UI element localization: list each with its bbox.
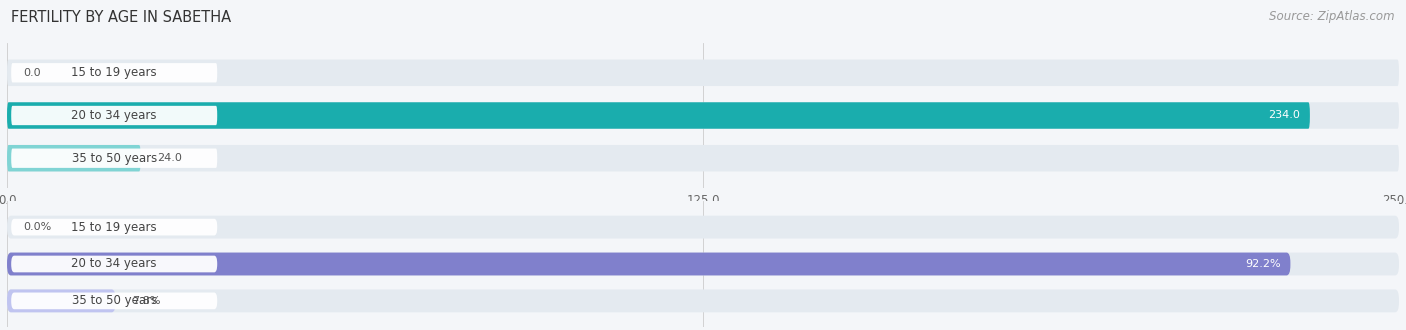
FancyBboxPatch shape: [7, 145, 141, 172]
FancyBboxPatch shape: [11, 63, 217, 82]
FancyBboxPatch shape: [7, 216, 1399, 239]
FancyBboxPatch shape: [11, 256, 217, 272]
Text: 20 to 34 years: 20 to 34 years: [72, 257, 157, 271]
Text: 35 to 50 years: 35 to 50 years: [72, 294, 157, 307]
Text: 15 to 19 years: 15 to 19 years: [72, 66, 157, 79]
Text: FERTILITY BY AGE IN SABETHA: FERTILITY BY AGE IN SABETHA: [11, 10, 232, 25]
FancyBboxPatch shape: [7, 59, 1399, 86]
FancyBboxPatch shape: [11, 219, 217, 236]
Text: 0.0: 0.0: [24, 68, 41, 78]
Text: 20 to 34 years: 20 to 34 years: [72, 109, 157, 122]
FancyBboxPatch shape: [7, 289, 115, 312]
FancyBboxPatch shape: [7, 252, 1291, 276]
Text: 0.0%: 0.0%: [24, 222, 52, 232]
FancyBboxPatch shape: [7, 145, 1399, 172]
Text: 15 to 19 years: 15 to 19 years: [72, 221, 157, 234]
FancyBboxPatch shape: [7, 252, 1399, 276]
Text: 24.0: 24.0: [157, 153, 183, 163]
Text: Source: ZipAtlas.com: Source: ZipAtlas.com: [1270, 10, 1395, 23]
FancyBboxPatch shape: [11, 106, 217, 125]
Text: 234.0: 234.0: [1268, 111, 1301, 120]
Text: 7.8%: 7.8%: [132, 296, 160, 306]
FancyBboxPatch shape: [7, 102, 1310, 129]
FancyBboxPatch shape: [11, 292, 217, 309]
FancyBboxPatch shape: [7, 102, 1399, 129]
FancyBboxPatch shape: [11, 148, 217, 168]
Text: 35 to 50 years: 35 to 50 years: [72, 152, 157, 165]
FancyBboxPatch shape: [7, 289, 1399, 312]
Text: 92.2%: 92.2%: [1246, 259, 1281, 269]
